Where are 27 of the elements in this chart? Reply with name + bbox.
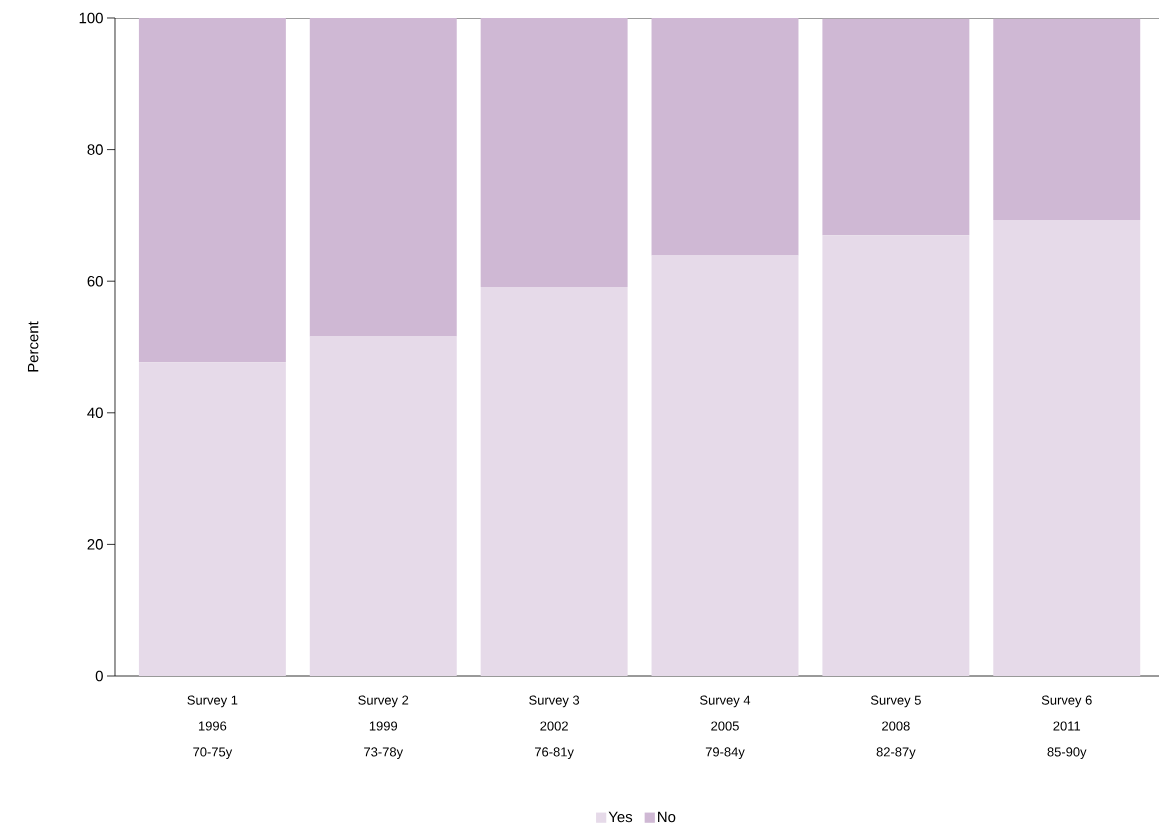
y-tick-label: 100 (79, 12, 103, 24)
y-tick-label: 80 (87, 144, 103, 155)
bar (993, 220, 1141, 676)
legend-label: Yes (608, 811, 633, 823)
bar (480, 17, 628, 288)
bar (138, 362, 286, 676)
category-label: Survey 2 1999 73-78y (358, 695, 409, 760)
bar (309, 336, 457, 676)
y-tick-label: 0 (95, 670, 103, 682)
bar (480, 287, 628, 676)
bar (993, 18, 1141, 220)
y-tick-label: 40 (87, 407, 103, 419)
bar (138, 17, 286, 363)
y-axis-title: Percent (27, 321, 39, 372)
bar (309, 17, 457, 337)
category-label: Survey 3 2002 76-81y (529, 695, 580, 760)
bar (822, 18, 970, 236)
bar (651, 17, 799, 256)
y-tick-label: 60 (87, 275, 103, 287)
category-label: Survey 6 2011 85-90y (1041, 695, 1092, 760)
bar (651, 255, 799, 676)
category-label: Survey 1 1996 70-75y (187, 695, 238, 760)
bar (822, 235, 970, 676)
legend-label: No (658, 811, 676, 823)
category-label: Survey 4 2005 79-84y (700, 695, 751, 760)
y-tick-label: 20 (87, 539, 103, 550)
category-label: Survey 5 2008 82-87y (870, 695, 921, 760)
